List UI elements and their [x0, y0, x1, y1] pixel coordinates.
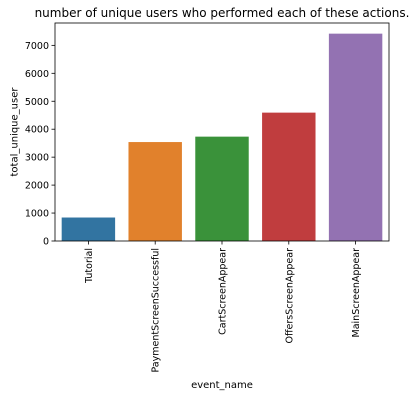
bar-PaymentScreenSuccessful [128, 142, 182, 241]
bar-CartScreenAppear [195, 136, 249, 241]
x-tick-label-Tutorial: Tutorial [84, 248, 95, 284]
y-tick-label: 4000 [25, 125, 49, 136]
bar-OffersScreenAppear [262, 112, 316, 241]
x-tick-label-CartScreenAppear: CartScreenAppear [218, 248, 229, 335]
y-tick-label: 0 [43, 237, 49, 248]
chart-title: number of unique users who performed eac… [35, 6, 410, 20]
x-axis-label: event_name [191, 380, 253, 391]
y-tick-label: 7000 [25, 41, 49, 52]
y-axis-label: total_unique_user [10, 87, 21, 177]
y-tick-label: 1000 [25, 209, 49, 220]
y-tick-label: 6000 [25, 69, 49, 80]
bar-MainScreenAppear [328, 33, 383, 242]
x-tick-label-PaymentScreenSuccessful: PaymentScreenSuccessful [151, 248, 162, 372]
x-tick-label-MainScreenAppear: MainScreenAppear [351, 248, 362, 338]
plot-area: 0 1000 2000 3000 4000 5000 6000 7000 Tutorial Pay… [25, 22, 390, 373]
y-tick-label: 3000 [25, 153, 49, 164]
y-tick-label: 2000 [25, 181, 49, 192]
x-tick-label-OffersScreenAppear: OffersScreenAppear [284, 248, 295, 344]
y-tick-label: 5000 [25, 97, 49, 108]
bar-Tutorial [61, 217, 116, 241]
